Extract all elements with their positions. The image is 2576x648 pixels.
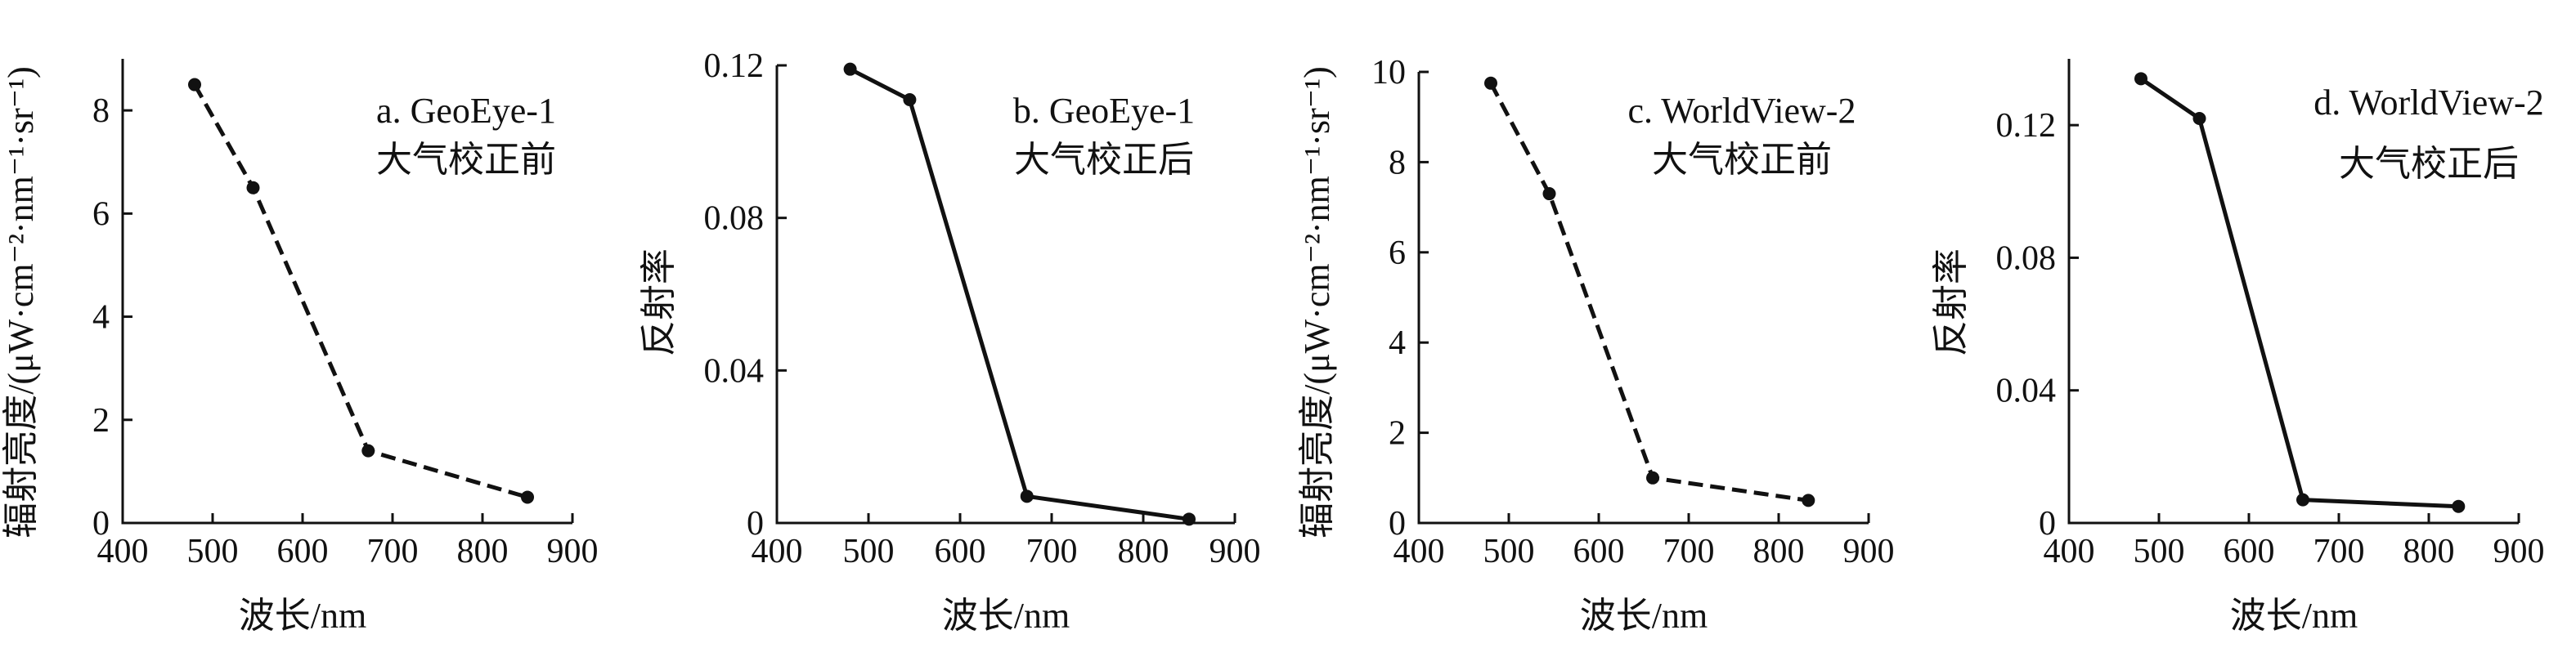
y-tick-label: 0.12 xyxy=(1996,107,2057,145)
x-tick-label: 400 xyxy=(97,533,149,570)
chart-panel-4: 400 500 600 700 800 900 0 0.04 0.08 0.12 波长/nm 反射率 d… xyxy=(1931,59,2545,636)
x-tick-label: 400 xyxy=(2044,533,2095,570)
y-tick-label: 2 xyxy=(92,402,110,440)
data-point xyxy=(188,78,201,92)
x-tick-label: 700 xyxy=(2313,533,2365,570)
panel-annotation-title: a. GeoEye-1 xyxy=(376,91,556,131)
x-tick-label: 700 xyxy=(1026,533,1078,570)
x-tick-label: 500 xyxy=(2134,533,2185,570)
y-tick-label: 0.08 xyxy=(704,200,765,238)
y-tick-label: 6 xyxy=(92,195,110,233)
x-axis-label: 波长/nm xyxy=(942,596,1070,636)
series-line xyxy=(849,67,1190,521)
data-point xyxy=(843,62,857,76)
y-tick-label: 0 xyxy=(747,505,764,543)
chart-panel-3: 400 500 600 700 800 900 0 2 4 6 8 10 波长/nm 辐射亮度/(μW·c… xyxy=(1297,54,1895,636)
panel-annotation-title: d. WorldView-2 xyxy=(2313,83,2543,123)
y-tick-label: 2 xyxy=(1389,415,1406,453)
data-point xyxy=(1542,187,1556,201)
x-tick-label: 700 xyxy=(1663,533,1715,570)
x-tick-label: 400 xyxy=(752,533,803,570)
y-axis-label: 辐射亮度/(μW·cm⁻²·nm⁻¹·sr⁻¹) xyxy=(1,66,41,539)
x-axis-label: 波长/nm xyxy=(2230,596,2358,636)
data-point xyxy=(521,490,534,504)
x-tick-label: 800 xyxy=(1753,533,1805,570)
y-tick-label: 0 xyxy=(1389,505,1406,543)
chart-panel-2: 400 500 600 700 800 900 0 0.04 0.08 0.12 波长/nm 反射率 b… xyxy=(639,47,1261,636)
x-tick-label: 600 xyxy=(2224,533,2275,570)
x-tick-label: 800 xyxy=(1118,533,1169,570)
x-tick-label: 500 xyxy=(843,533,895,570)
data-point xyxy=(2296,493,2309,507)
panel-annotation-title: c. WorldView-2 xyxy=(1628,91,1856,131)
y-axis-label: 反射率 xyxy=(639,248,679,356)
data-point xyxy=(2452,499,2466,513)
data-point xyxy=(1183,512,1196,526)
x-tick-label: 900 xyxy=(2493,533,2545,570)
x-tick-label: 400 xyxy=(1393,533,1445,570)
data-point xyxy=(1802,494,1815,507)
x-axis-label: 波长/nm xyxy=(1580,596,1708,636)
data-point xyxy=(903,93,917,106)
x-tick-label: 500 xyxy=(187,533,239,570)
y-tick-label: 0 xyxy=(92,505,110,543)
x-tick-label: 700 xyxy=(367,533,419,570)
x-tick-label: 900 xyxy=(1843,533,1895,570)
panel-annotation-subtitle: 大气校正后 xyxy=(1014,140,1194,180)
data-point xyxy=(2192,112,2206,126)
y-tick-label: 0.04 xyxy=(704,352,765,390)
x-tick-label: 600 xyxy=(935,533,986,570)
data-point xyxy=(1484,76,1497,90)
y-tick-label: 4 xyxy=(1389,324,1406,362)
data-point xyxy=(1646,471,1659,485)
data-point xyxy=(1020,489,1034,503)
x-tick-label: 800 xyxy=(2403,533,2455,570)
y-axis-label: 反射率 xyxy=(1931,248,1971,356)
panel-annotation-subtitle: 大气校正前 xyxy=(376,140,556,180)
y-tick-label: 8 xyxy=(1389,144,1406,181)
series-line xyxy=(192,83,528,499)
y-tick-label: 6 xyxy=(1389,235,1406,272)
x-tick-label: 600 xyxy=(277,533,329,570)
data-point xyxy=(361,444,375,458)
x-tick-label: 900 xyxy=(547,533,599,570)
x-tick-label: 600 xyxy=(1573,533,1625,570)
series-line xyxy=(2139,77,2459,509)
y-tick-label: 0.12 xyxy=(704,47,765,85)
x-tick-label: 500 xyxy=(1483,533,1535,570)
panel-annotation-subtitle: 大气校正后 xyxy=(2339,144,2519,184)
y-tick-label: 10 xyxy=(1371,54,1406,92)
chart-panel-1: 400 500 600 700 800 900 0 2 4 6 8 波长/nm 辐射亮度/(μW·cm⁻… xyxy=(1,59,599,636)
x-tick-label: 900 xyxy=(1209,533,1261,570)
series-line xyxy=(1488,82,1809,503)
x-tick-label: 800 xyxy=(457,533,509,570)
y-tick-label: 8 xyxy=(92,92,110,130)
x-axis-label: 波长/nm xyxy=(239,596,366,636)
panel-annotation-title: b. GeoEye-1 xyxy=(1013,91,1195,131)
y-tick-label: 0.08 xyxy=(1996,239,2057,277)
data-point xyxy=(246,181,260,194)
data-point xyxy=(2134,72,2147,86)
y-axis-label: 辐射亮度/(μW·cm⁻²·nm⁻¹·sr⁻¹) xyxy=(1297,66,1337,539)
y-tick-label: 0.04 xyxy=(1996,373,2057,410)
y-tick-label: 4 xyxy=(92,299,110,337)
y-tick-label: 0 xyxy=(2039,505,2056,543)
panel-annotation-subtitle: 大气校正前 xyxy=(1652,140,1832,180)
